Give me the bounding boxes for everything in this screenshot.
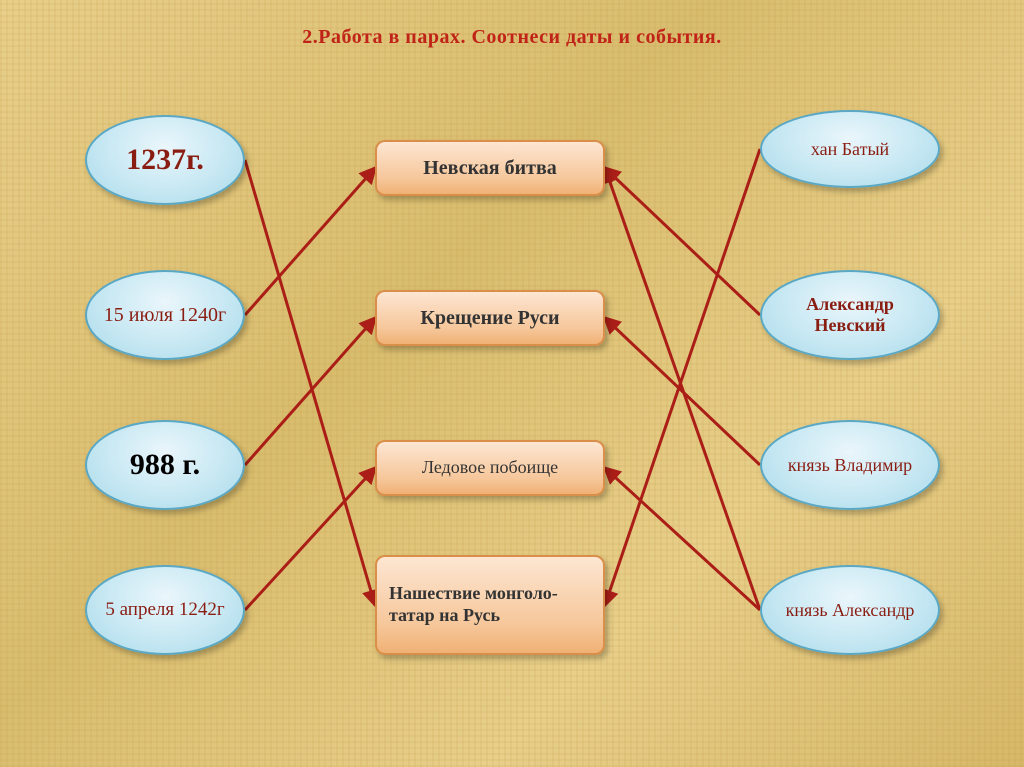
date-d1: 1237г. bbox=[85, 115, 245, 205]
diagram-stage: 2.Работа в парах. Соотнеси даты и событи… bbox=[0, 0, 1024, 767]
person-p3: князь Владимир bbox=[760, 420, 940, 510]
edge-p4-e3 bbox=[605, 468, 760, 610]
edge-p4-e1 bbox=[605, 168, 760, 610]
edge-p2-e1 bbox=[605, 168, 760, 315]
person-p2: Александр Невский bbox=[760, 270, 940, 360]
edge-d2-e1 bbox=[245, 168, 375, 315]
date-d2: 15 июля 1240г bbox=[85, 270, 245, 360]
page-title: 2.Работа в парах. Соотнеси даты и событи… bbox=[0, 26, 1024, 49]
event-e3: Ледовое побоище bbox=[375, 440, 605, 496]
date-d3: 988 г. bbox=[85, 420, 245, 510]
edge-d3-e2 bbox=[245, 318, 375, 465]
person-p1: хан Батый bbox=[760, 110, 940, 188]
event-e4: Нашествие монголо-татар на Русь bbox=[375, 555, 605, 655]
person-p4: князь Александр bbox=[760, 565, 940, 655]
event-e1: Невская битва bbox=[375, 140, 605, 196]
edge-d4-e3 bbox=[245, 468, 375, 610]
date-d4: 5 апреля 1242г bbox=[85, 565, 245, 655]
edge-p3-e2 bbox=[605, 318, 760, 465]
edge-p1-e4 bbox=[605, 149, 760, 605]
edge-d1-e4 bbox=[245, 160, 375, 605]
event-e2: Крещение Руси bbox=[375, 290, 605, 346]
